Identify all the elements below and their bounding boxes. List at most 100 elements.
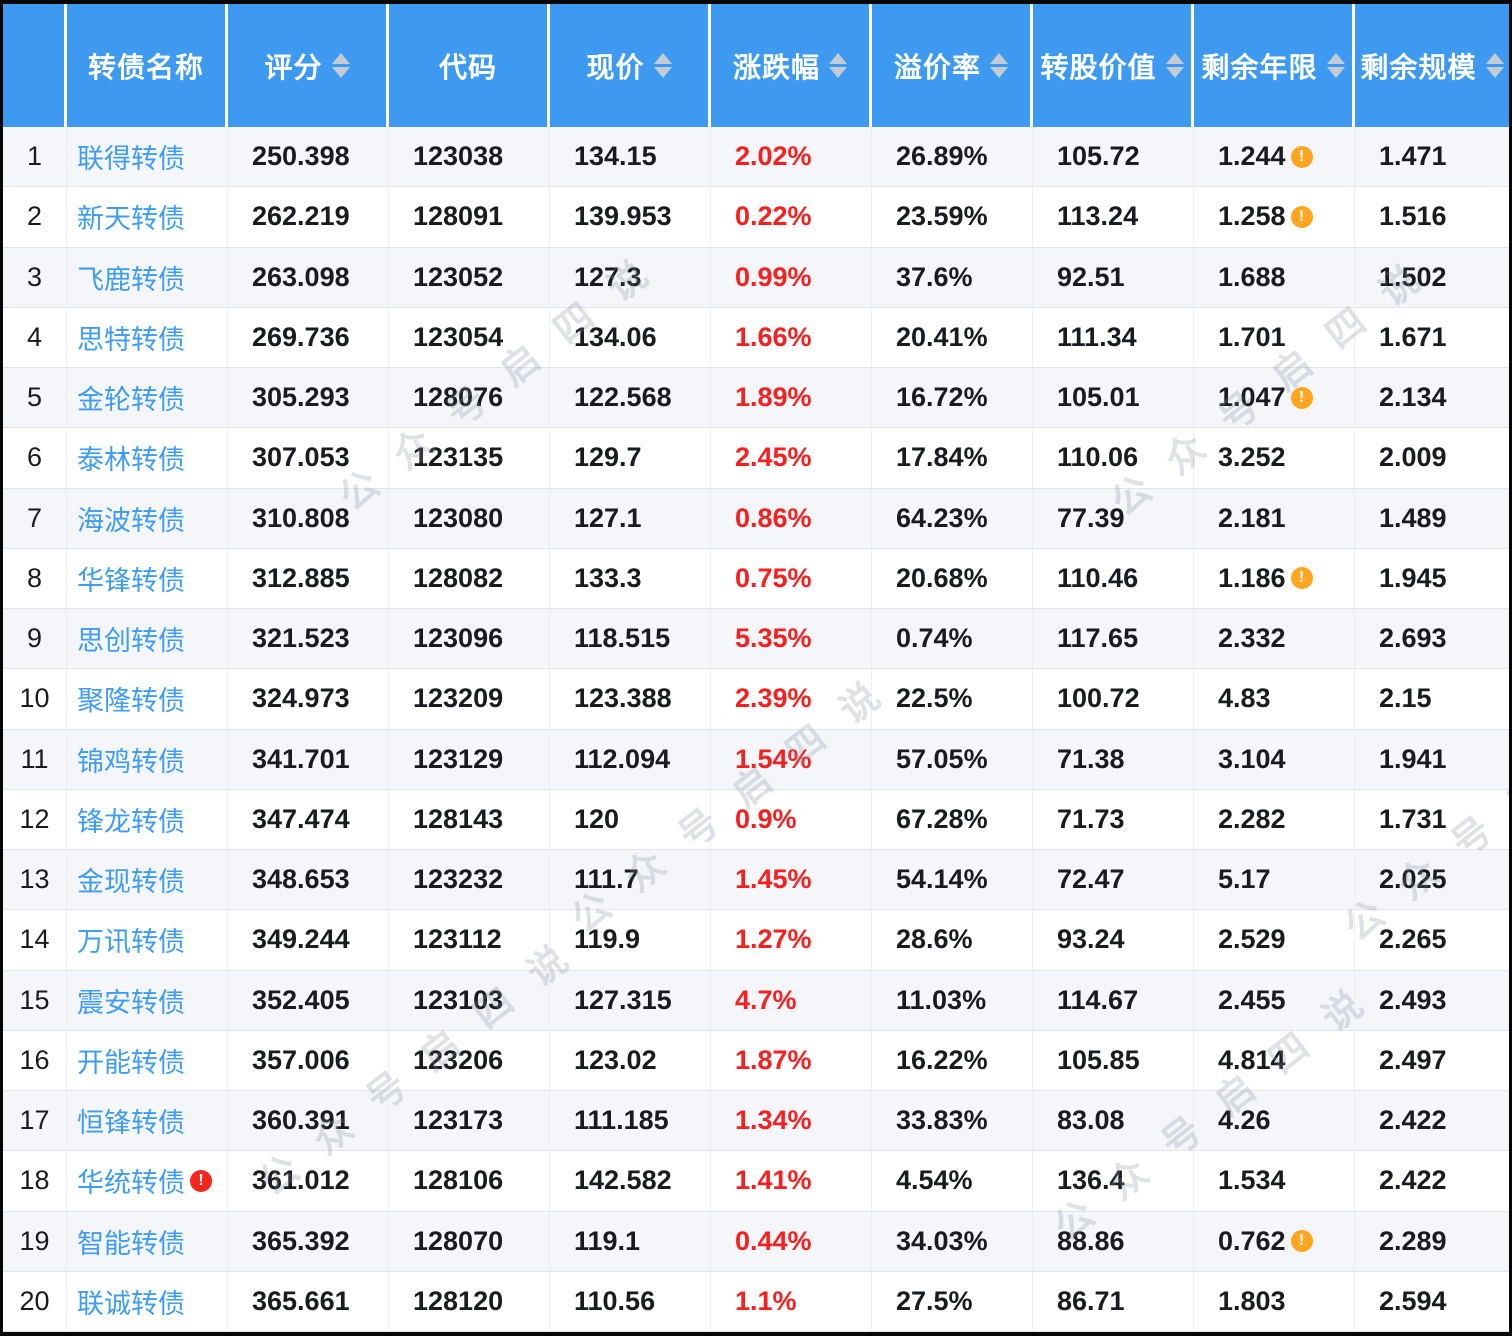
cell-code: 128070 [389,1211,550,1272]
cell-years-left: 5.17 [1194,850,1355,911]
bond-name-link[interactable]: 联诚转债 [77,1288,185,1319]
cell-bond-name: 华锋转债 [67,548,228,609]
sort-icon[interactable] [990,53,1008,78]
cell-conversion-value: 100.72 [1033,669,1194,730]
cell-price: 134.06 [550,307,711,368]
cell-size-left: 2.265 [1355,910,1509,971]
bond-name-link[interactable]: 开能转债 [77,1047,185,1078]
cell-change: 0.44% [711,1211,872,1272]
cell-code: 123103 [389,970,550,1031]
sort-icon[interactable] [1326,53,1345,78]
cell-change: 2.45% [711,428,872,489]
bond-name-link[interactable]: 锋龙转债 [77,806,185,837]
sort-icon[interactable] [1485,53,1504,78]
header-label: 溢价率 [893,51,981,83]
cell-change: 1.1% [711,1271,872,1332]
cell-score: 360.391 [228,1091,389,1152]
cell-conversion-value: 93.24 [1033,910,1194,971]
cell-price: 120 [550,789,711,850]
sort-icon[interactable] [653,53,672,78]
bond-name-link[interactable]: 华统转债 [77,1168,185,1199]
cell-row-number: 18 [3,1151,67,1212]
bond-name-link[interactable]: 聚隆转债 [77,686,185,717]
cell-change: 2.39% [711,669,872,730]
cell-years-left: 1.244 [1194,127,1355,188]
sort-icon[interactable] [829,53,847,78]
bond-name-link[interactable]: 恒锋转债 [77,1108,185,1139]
header-price[interactable]: 现价 [550,4,711,127]
cell-conversion-value: 105.01 [1033,368,1194,429]
cell-change: 1.34% [711,1091,872,1152]
cell-years-left: 3.252 [1194,428,1355,489]
bond-name-link[interactable]: 锦鸡转债 [77,746,185,777]
cell-change: 1.41% [711,1151,872,1212]
cell-size-left: 2.025 [1355,850,1509,911]
bond-name-link[interactable]: 联得转债 [77,144,185,175]
cell-bond-name: 震安转债 [67,970,228,1031]
cell-change: 1.87% [711,1030,872,1091]
cell-size-left: 2.497 [1355,1030,1509,1091]
cell-premium: 23.59% [872,187,1033,248]
header-label: 现价 [586,51,645,83]
cell-conversion-value: 83.08 [1033,1091,1194,1152]
cell-bond-name: 开能转债 [67,1030,228,1091]
header-change[interactable]: 涨跌幅 [711,4,872,127]
cell-premium: 26.89% [872,127,1033,188]
cell-price: 129.7 [550,428,711,489]
cell-bond-name: 思创转债 [67,609,228,670]
bond-name-link[interactable]: 思创转债 [77,626,185,657]
cell-years-left: 4.83 [1194,669,1355,730]
bond-name-link[interactable]: 金轮转债 [77,385,185,416]
bond-name-link[interactable]: 飞鹿转债 [77,264,185,295]
cell-code: 123080 [389,488,550,549]
cell-size-left: 1.671 [1355,307,1509,368]
bond-name-link[interactable]: 新天转债 [77,204,185,235]
cell-price: 127.1 [550,488,711,549]
cell-price: 110.56 [550,1271,711,1332]
warning-icon[interactable] [1290,145,1313,168]
sort-icon[interactable] [1165,53,1184,78]
cell-row-number: 14 [3,910,67,971]
sort-icon[interactable] [331,53,350,78]
bond-name-link[interactable]: 万讯转债 [77,927,185,958]
bond-name-link[interactable]: 思特转债 [77,324,185,355]
cell-bond-name: 万讯转债 [67,910,228,971]
bond-name-link[interactable]: 震安转债 [77,987,185,1018]
warning-icon[interactable] [1290,386,1313,409]
cell-years-left: 2.332 [1194,609,1355,670]
cell-score: 341.701 [228,729,389,790]
cell-years-left: 1.701 [1194,307,1355,368]
cell-change: 0.99% [711,247,872,308]
bond-name-link[interactable]: 智能转债 [77,1228,185,1259]
cell-conversion-value: 114.67 [1033,970,1194,1031]
header-years-left[interactable]: 剩余年限 [1194,4,1355,127]
cell-price: 119.9 [550,910,711,971]
cell-conversion-value: 88.86 [1033,1211,1194,1272]
header-size-left[interactable]: 剩余规模 [1355,4,1509,127]
bond-name-link[interactable]: 海波转债 [77,505,185,536]
cell-bond-name: 联诚转债 [67,1271,228,1332]
header-conversion-value[interactable]: 转股价值 [1033,4,1194,127]
warning-icon[interactable] [1290,567,1313,590]
bond-name-link[interactable]: 华锋转债 [77,565,185,596]
warning-icon[interactable] [1290,1230,1313,1253]
cell-row-number: 13 [3,850,67,911]
header-score[interactable]: 评分 [228,4,389,127]
cell-price: 139.953 [550,187,711,248]
cell-code: 128076 [389,368,550,429]
warning-icon[interactable] [1290,205,1313,228]
cell-price: 118.515 [550,609,711,670]
cell-premium: 20.68% [872,548,1033,609]
cell-conversion-value: 117.65 [1033,609,1194,670]
cell-bond-name: 飞鹿转债 [67,247,228,308]
alert-icon[interactable] [190,1169,212,1192]
bond-name-link[interactable]: 金现转债 [77,867,185,898]
bond-name-link[interactable]: 泰林转债 [77,445,185,476]
cell-premium: 27.5% [872,1271,1033,1332]
cell-row-number: 1 [3,127,67,188]
cell-size-left: 2.693 [1355,609,1509,670]
header-bond-name: 转债名称 [67,4,228,127]
cell-years-left: 2.181 [1194,488,1355,549]
header-premium[interactable]: 溢价率 [872,4,1033,127]
cell-bond-name: 金现转债 [67,850,228,911]
